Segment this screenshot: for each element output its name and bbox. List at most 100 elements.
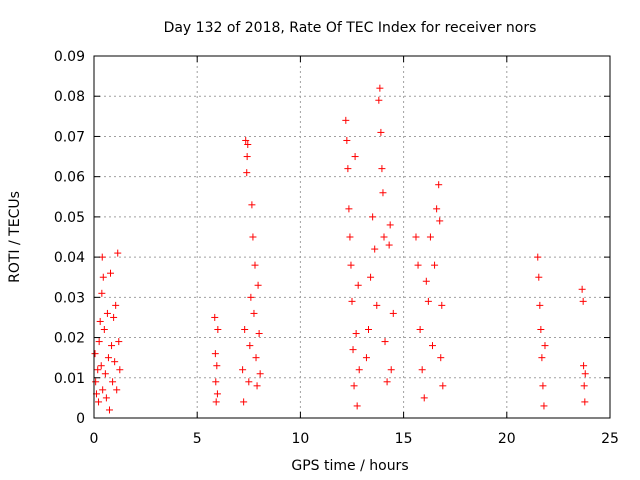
plot-frame: [93, 55, 611, 419]
data-point: [246, 342, 254, 350]
x-tick-label: 20: [498, 431, 516, 447]
data-point: [383, 378, 391, 386]
data-point: [437, 354, 445, 362]
data-point: [99, 386, 107, 394]
data-point: [539, 382, 547, 390]
y-axis-label: ROTI / TECUs: [7, 191, 23, 283]
data-point: [97, 362, 105, 370]
data-point: [428, 342, 436, 350]
data-point: [438, 301, 446, 309]
data-point: [540, 402, 548, 410]
data-point: [254, 281, 262, 289]
data-point: [252, 354, 260, 362]
data-point: [116, 366, 124, 374]
data-point: [113, 386, 121, 394]
data-point: [578, 285, 586, 293]
data-point: [242, 136, 250, 144]
data-point: [350, 382, 358, 390]
data-point: [424, 297, 432, 305]
data-point: [247, 293, 255, 301]
data-point: [91, 350, 99, 358]
data-point: [436, 217, 444, 225]
data-point: [351, 153, 359, 161]
data-point: [243, 169, 251, 177]
data-point: [381, 338, 389, 346]
data-point: [346, 233, 354, 241]
data-point: [101, 370, 109, 378]
data-point: [115, 338, 123, 346]
data-point: [239, 366, 247, 374]
y-tick-label: 0: [76, 411, 85, 427]
y-tick-label: 0.01: [54, 371, 85, 387]
data-point: [100, 326, 108, 334]
data-point: [375, 96, 383, 104]
data-point: [420, 394, 428, 402]
data-point: [349, 346, 357, 354]
data-point: [96, 317, 104, 325]
x-tick-label: 25: [601, 431, 619, 447]
y-tick-label: 0.06: [54, 170, 85, 186]
data-point: [105, 406, 113, 414]
grid-lines: [94, 56, 610, 418]
data-point: [387, 366, 395, 374]
data-point: [386, 221, 394, 229]
data-point: [344, 165, 352, 173]
data-point: [378, 165, 386, 173]
data-point: [102, 394, 110, 402]
data-point: [439, 382, 447, 390]
data-point: [213, 362, 221, 370]
x-tick-label: 15: [395, 431, 413, 447]
data-point: [256, 370, 264, 378]
data-point: [108, 342, 116, 350]
data-point: [213, 390, 221, 398]
data-point: [249, 233, 257, 241]
data-point: [348, 297, 356, 305]
data-point: [367, 273, 375, 281]
data-point: [251, 261, 259, 269]
data-point: [431, 261, 439, 269]
data-point: [245, 378, 253, 386]
data-point: [376, 84, 384, 92]
data-point: [212, 378, 220, 386]
data-point: [373, 301, 381, 309]
data-point: [103, 309, 111, 317]
data-point: [354, 281, 362, 289]
data-point: [214, 326, 222, 334]
data-point: [422, 277, 430, 285]
y-tick-label: 0.09: [54, 49, 85, 65]
data-point: [255, 330, 263, 338]
data-point: [435, 181, 443, 189]
y-tick-label: 0.04: [54, 250, 85, 266]
data-point: [211, 313, 219, 321]
data-point: [98, 289, 106, 297]
data-point: [92, 378, 100, 386]
data-point: [107, 269, 115, 277]
data-point: [580, 382, 588, 390]
data-point: [95, 398, 103, 406]
x-tick-label: 10: [291, 431, 309, 447]
data-point: [241, 326, 249, 334]
data-point: [244, 140, 252, 148]
data-point: [250, 309, 258, 317]
data-point: [94, 366, 102, 374]
x-axis-label: GPS time / hours: [291, 458, 408, 474]
data-point: [385, 241, 393, 249]
y-tick-label: 0.05: [54, 210, 85, 226]
data-point: [416, 326, 424, 334]
data-point: [345, 205, 353, 213]
data-point: [538, 354, 546, 362]
data-point: [433, 205, 441, 213]
data-point: [365, 326, 373, 334]
axes: [93, 55, 611, 419]
data-point: [426, 233, 434, 241]
data-point: [379, 189, 387, 197]
data-point: [212, 398, 220, 406]
data-point: [248, 201, 256, 209]
data-point: [109, 378, 117, 386]
data-point: [418, 366, 426, 374]
data-point: [253, 382, 261, 390]
data-point: [581, 370, 589, 378]
data-point: [342, 116, 350, 124]
data-point: [353, 402, 361, 410]
data-point: [104, 354, 112, 362]
